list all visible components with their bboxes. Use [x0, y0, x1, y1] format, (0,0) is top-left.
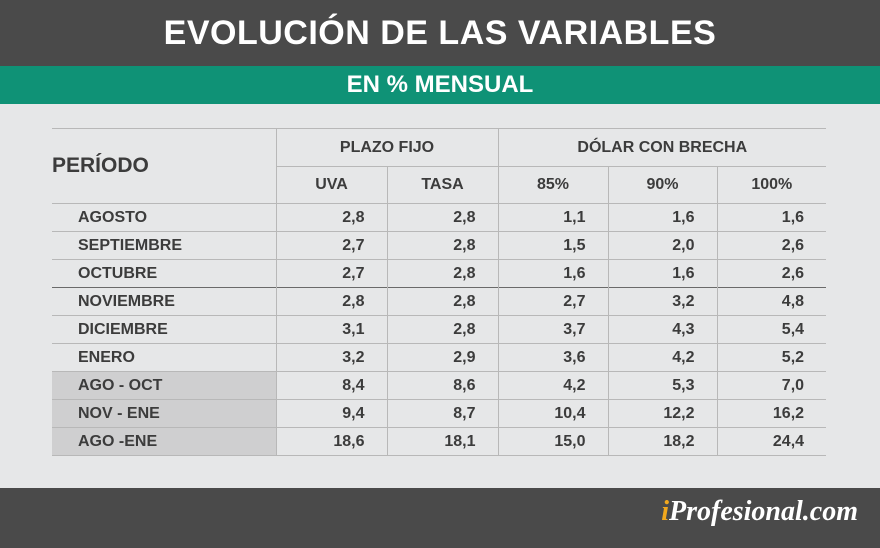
table-cell: 8,4 — [275, 371, 387, 400]
table-cell: 24,4 — [716, 427, 827, 456]
table-row: DICIEMBRE 3,1 2,8 3,7 4,3 5,4 — [52, 315, 827, 344]
row-label: ENERO — [52, 343, 276, 372]
table-row: ENERO 3,2 2,9 3,6 4,2 5,2 — [52, 343, 827, 372]
brand-prefix: i — [661, 496, 669, 527]
footer-bar: iProfesional.com — [0, 488, 880, 548]
row-label: OCTUBRE — [52, 259, 276, 288]
column-header-uva: UVA — [275, 166, 387, 204]
table-cell: 8,7 — [386, 399, 499, 428]
table-cell: 2,0 — [607, 231, 718, 260]
table-cell: 1,6 — [497, 259, 609, 288]
table-cell: 1,6 — [607, 203, 718, 232]
table-cell: 4,8 — [716, 287, 827, 316]
page-subtitle: EN % MENSUAL — [346, 71, 534, 98]
period-header: PERÍODO — [52, 128, 276, 204]
row-label: AGO -ENE — [52, 427, 276, 456]
table-cell: 4,3 — [607, 315, 718, 344]
table-cell: 2,8 — [386, 203, 499, 232]
table-cell: 2,8 — [386, 315, 499, 344]
table-cell: 2,8 — [275, 287, 387, 316]
table-cell: 5,4 — [716, 315, 827, 344]
column-header-90: 90% — [607, 166, 718, 204]
column-header-tasa: TASA — [386, 166, 499, 204]
table-cell: 1,1 — [497, 203, 609, 232]
page-title: EVOLUCIÓN DE LAS VARIABLES — [163, 13, 717, 52]
table-cell: 5,2 — [716, 343, 827, 372]
table-body: AGOSTO 2,8 2,8 1,1 1,6 1,6 SEPTIEMBRE 2,7 2,8 1,5… — [52, 203, 827, 456]
table-cell: 9,4 — [275, 399, 387, 428]
header-row-columns: UVA TASA 85% 90% 100% — [52, 166, 827, 204]
table-cell: 16,2 — [716, 399, 827, 428]
table-cell: 3,2 — [607, 287, 718, 316]
table-cell: 2,8 — [386, 231, 499, 260]
row-label: AGOSTO — [52, 203, 276, 232]
table-cell: 7,0 — [716, 371, 827, 400]
table-cell: 18,6 — [275, 427, 387, 456]
data-table-container: PERÍODO PLAZO FIJO DÓLAR CON BRECHA UVA … — [52, 128, 827, 456]
table-cell: 1,6 — [607, 259, 718, 288]
header-row-groups: PERÍODO PLAZO FIJO DÓLAR CON BRECHA — [52, 128, 827, 204]
table-cell: 5,3 — [607, 371, 718, 400]
row-label: AGO - OCT — [52, 371, 276, 400]
brand-name: Profesional.com — [669, 496, 858, 527]
column-header-85: 85% — [497, 166, 609, 204]
table-cell: 12,2 — [607, 399, 718, 428]
table-cell: 2,7 — [497, 287, 609, 316]
table-cell: 18,1 — [386, 427, 499, 456]
brand-logo: iProfesional.com — [661, 496, 858, 528]
title-banner: EVOLUCIÓN DE LAS VARIABLES — [0, 0, 880, 66]
table-row: NOVIEMBRE 2,8 2,8 2,7 3,2 4,8 — [52, 287, 827, 316]
table-cell: 8,6 — [386, 371, 499, 400]
data-table: PERÍODO PLAZO FIJO DÓLAR CON BRECHA UVA … — [52, 128, 827, 456]
column-header-100: 100% — [716, 166, 827, 204]
table-cell: 15,0 — [497, 427, 609, 456]
subtitle-banner: EN % MENSUAL — [0, 66, 880, 104]
table-cell: 18,2 — [607, 427, 718, 456]
group-header-plazo-fijo: PLAZO FIJO — [275, 128, 499, 167]
table-row: AGO - OCT 8,4 8,6 4,2 5,3 7,0 — [52, 371, 827, 400]
table-cell: 2,7 — [275, 259, 387, 288]
table-cell: 2,8 — [386, 287, 499, 316]
row-label: NOVIEMBRE — [52, 287, 276, 316]
table-cell: 2,6 — [716, 231, 827, 260]
table-cell: 10,4 — [497, 399, 609, 428]
table-cell: 1,5 — [497, 231, 609, 260]
table-cell: 2,8 — [386, 259, 499, 288]
table-cell: 4,2 — [497, 371, 609, 400]
table-row: AGOSTO 2,8 2,8 1,1 1,6 1,6 — [52, 203, 827, 232]
table-cell: 3,7 — [497, 315, 609, 344]
group-header-dolar-brecha: DÓLAR CON BRECHA — [497, 128, 827, 167]
row-label: SEPTIEMBRE — [52, 231, 276, 260]
table-cell: 1,6 — [716, 203, 827, 232]
table-cell: 4,2 — [607, 343, 718, 372]
table-cell: 3,1 — [275, 315, 387, 344]
row-label: DICIEMBRE — [52, 315, 276, 344]
table-cell: 2,6 — [716, 259, 827, 288]
table-row: OCTUBRE 2,7 2,8 1,6 1,6 2,6 — [52, 259, 827, 288]
table-row: SEPTIEMBRE 2,7 2,8 1,5 2,0 2,6 — [52, 231, 827, 260]
table-cell: 3,2 — [275, 343, 387, 372]
table-cell: 2,7 — [275, 231, 387, 260]
table-row: AGO -ENE 18,6 18,1 15,0 18,2 24,4 — [52, 427, 827, 456]
table-cell: 3,6 — [497, 343, 609, 372]
table-cell: 2,9 — [386, 343, 499, 372]
row-label: NOV - ENE — [52, 399, 276, 428]
table-cell: 2,8 — [275, 203, 387, 232]
table-row: NOV - ENE 9,4 8,7 10,4 12,2 16,2 — [52, 399, 827, 428]
